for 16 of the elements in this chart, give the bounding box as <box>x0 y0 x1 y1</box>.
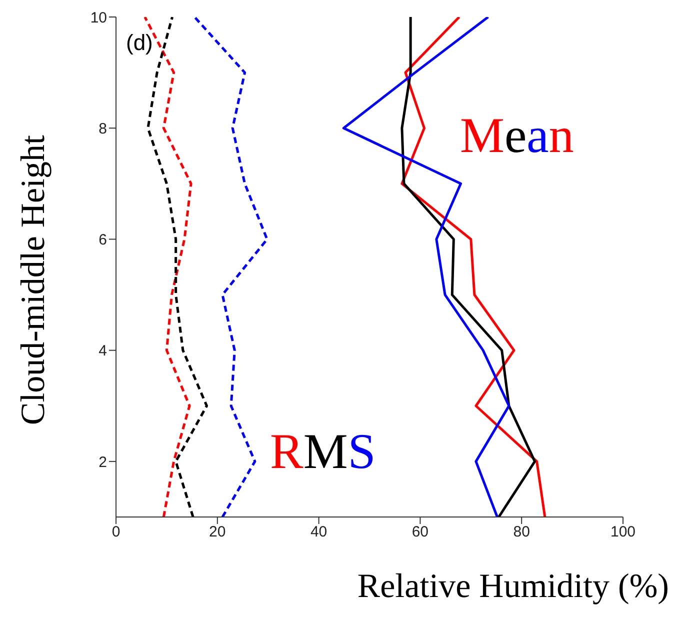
y-axis-title: Cloud-middle Height <box>15 135 53 425</box>
x-axis-title: Relative Humidity (%) <box>357 568 669 606</box>
x-tick-label: 40 <box>310 524 328 541</box>
x-tick-label: 60 <box>412 524 429 541</box>
y-tick-label: 2 <box>98 454 107 471</box>
x-tick-label: 100 <box>610 524 636 541</box>
annotation: (d) <box>126 30 153 56</box>
x-tick-label: 20 <box>209 524 226 541</box>
y-tick-label: 4 <box>98 342 107 360</box>
y-tick-label: 10 <box>90 9 107 26</box>
y-tick-label: 8 <box>98 120 107 138</box>
y-tick-label: 6 <box>98 232 107 249</box>
x-tick-label: 0 <box>112 524 120 541</box>
x-tick-label: 80 <box>513 524 530 541</box>
annotation: RMS <box>270 423 376 479</box>
annotation: Mean <box>460 107 574 163</box>
